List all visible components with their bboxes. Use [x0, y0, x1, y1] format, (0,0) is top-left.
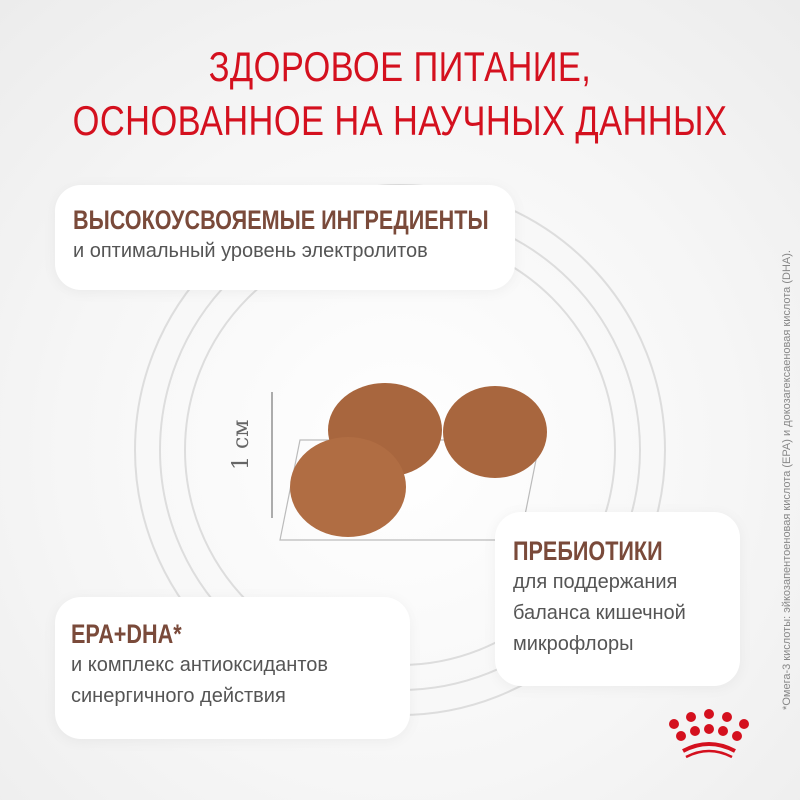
feature-card-epa-dha: EPA+DHA* и комплекс антиоксидантов синер… — [55, 597, 410, 739]
card-text: синергичного действия — [71, 685, 286, 707]
title-line: ОСНОВАННОЕ НА НАУЧНЫХ ДАННЫХ — [72, 97, 728, 144]
card-heading: EPA+DHA* — [71, 619, 182, 649]
scale-label: 1 см — [229, 420, 254, 470]
title-line: ЗДОРОВОЕ ПИТАНИЕ, — [208, 43, 592, 90]
card-text: баланса кишечной — [513, 602, 686, 624]
feature-card-ingredients: ВЫСОКОУСВОЯЕМЫЕ ИНГРЕДИЕНТЫ и оптимальны… — [55, 185, 515, 290]
card-text: микрофлоры — [513, 633, 634, 655]
footnote: *Омега-3 кислоты: эйкозапентоеновая кисл… — [781, 250, 793, 710]
card-heading: ВЫСОКОУСВОЯЕМЫЕ ИНГРЕДИЕНТЫ — [73, 205, 489, 235]
kibble — [290, 437, 406, 537]
card-heading: ПРЕБИОТИКИ — [513, 536, 663, 566]
card-text: и оптимальный уровень электролитов — [73, 240, 428, 262]
kibble — [443, 386, 547, 478]
feature-card-prebiotics: ПРЕБИОТИКИ для поддержания баланса кишеч… — [495, 512, 740, 686]
card-text: для поддержания — [513, 571, 678, 593]
card-text: и комплекс антиоксидантов — [71, 654, 329, 676]
page-title: ЗДОРОВОЕ ПИТАНИЕ, ОСНОВАННОЕ НА НАУЧНЫХ … — [72, 40, 728, 148]
crown-logo — [669, 709, 749, 759]
